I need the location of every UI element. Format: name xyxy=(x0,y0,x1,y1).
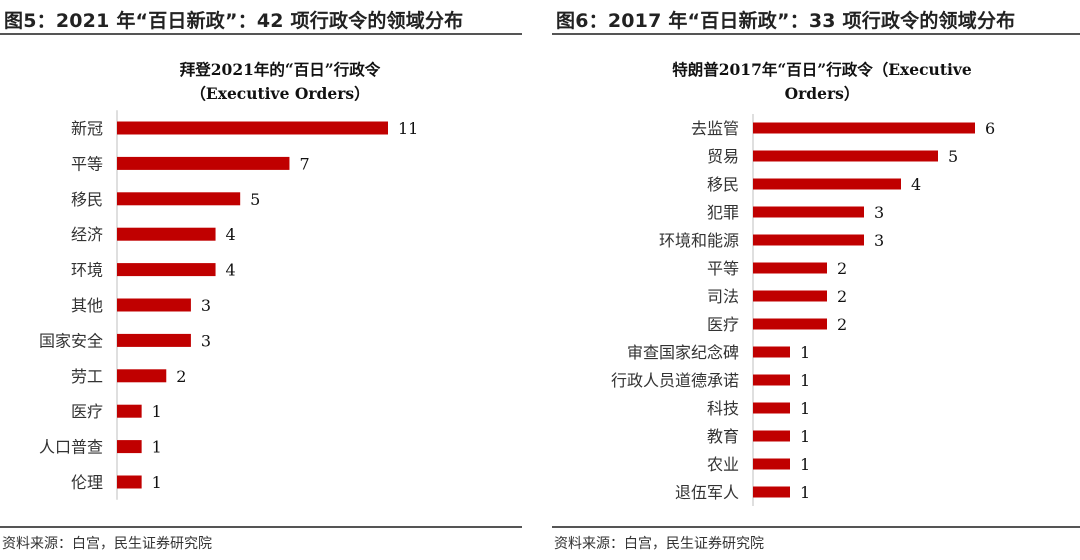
category-label: 环境 xyxy=(71,261,103,280)
category-label: 移民 xyxy=(707,175,739,194)
bar xyxy=(117,192,241,206)
bar xyxy=(753,206,864,218)
category-label: 去监管 xyxy=(691,119,739,138)
bar xyxy=(753,458,790,470)
bottom-rule xyxy=(552,526,1080,528)
category-label: 医疗 xyxy=(707,315,739,334)
data-label: 1 xyxy=(152,473,162,492)
source-note: 资料来源：白宫，民生证券研究院 xyxy=(2,536,212,552)
category-label: 退伍军人 xyxy=(675,483,739,502)
chart-title-line-2: （Executive Orders） xyxy=(190,84,370,103)
category-label: 国家安全 xyxy=(39,331,103,350)
bar xyxy=(753,402,790,414)
category-label: 经济 xyxy=(71,225,103,244)
biden-bar-chart: 新冠 11 平等 7 移民 5 经济 4 环境 4 其他 3 国家安全 3 劳工 2 医疗 1 人口普查 1 伦理 1 xyxy=(39,110,418,500)
bar xyxy=(117,333,191,347)
category-label: 犯罪 xyxy=(707,203,739,222)
figure-title: 图6：2017 年“百日新政”：33 项行政令的领域分布 xyxy=(556,10,1016,32)
category-label: 伦理 xyxy=(71,473,103,492)
bar xyxy=(117,121,388,135)
data-label: 1 xyxy=(800,399,810,418)
bar xyxy=(753,430,790,442)
data-label: 3 xyxy=(874,203,884,222)
chart-title: 特朗普2017年“百日”行政令（Executive Orders） xyxy=(612,58,1032,106)
chart-title-line-1: 特朗普2017年“百日”行政令（Executive xyxy=(672,60,972,79)
data-label: 2 xyxy=(837,287,847,306)
data-label: 3 xyxy=(874,231,884,250)
bar xyxy=(117,440,142,454)
data-label: 1 xyxy=(800,483,810,502)
bar xyxy=(117,227,216,241)
bar xyxy=(753,346,790,358)
bar xyxy=(117,369,167,383)
category-label: 新冠 xyxy=(71,119,103,138)
right-figure-panel: 图6：2017 年“百日新政”：33 项行政令的领域分布 特朗普2017年“百日… xyxy=(552,0,1080,560)
figure-title: 图5：2021 年“百日新政”：42 项行政令的领域分布 xyxy=(4,10,464,32)
chart-title-line-2: Orders） xyxy=(784,84,860,103)
source-note: 资料来源：白宫，民生证券研究院 xyxy=(554,536,764,552)
bar xyxy=(117,404,142,418)
data-label: 1 xyxy=(152,402,162,421)
bar xyxy=(753,290,827,302)
category-label: 教育 xyxy=(707,427,739,446)
category-label: 科技 xyxy=(707,399,739,418)
bar xyxy=(753,486,790,498)
data-label: 1 xyxy=(800,427,810,446)
data-label: 1 xyxy=(800,455,810,474)
category-label: 农业 xyxy=(707,455,739,474)
bar xyxy=(753,234,864,246)
data-label: 7 xyxy=(299,154,309,173)
data-label: 6 xyxy=(985,119,995,138)
category-label: 贸易 xyxy=(707,147,739,166)
data-label: 3 xyxy=(201,331,211,350)
category-label: 平等 xyxy=(707,259,739,278)
trump-bar-chart: 去监管 6 贸易 5 移民 4 犯罪 3 环境和能源 3 平等 2 司法 2 医疗 2 审查国家纪念碑 1 行政人员… xyxy=(611,114,995,506)
bar xyxy=(753,318,827,330)
data-label: 5 xyxy=(948,147,958,166)
bar xyxy=(117,156,290,170)
bar xyxy=(753,374,790,386)
chart-title-line-1: 拜登2021年的“百日”行政令 xyxy=(179,60,381,79)
bar xyxy=(753,178,901,190)
data-label: 4 xyxy=(911,175,921,194)
left-figure-panel: 图5：2021 年“百日新政”：42 项行政令的领域分布 拜登2021年的“百日… xyxy=(0,0,522,560)
category-label: 环境和能源 xyxy=(659,231,739,250)
category-label: 医疗 xyxy=(71,402,103,421)
data-label: 2 xyxy=(837,315,847,334)
chart-title: 拜登2021年的“百日”行政令 （Executive Orders） xyxy=(100,58,460,106)
category-label: 审查国家纪念碑 xyxy=(627,343,739,362)
category-label: 移民 xyxy=(71,190,103,209)
bar xyxy=(117,475,142,489)
bar xyxy=(117,298,191,312)
data-label: 1 xyxy=(800,371,810,390)
category-label: 平等 xyxy=(71,154,103,173)
category-label: 行政人员道德承诺 xyxy=(611,371,739,390)
top-rule xyxy=(0,33,522,35)
data-label: 4 xyxy=(226,261,236,280)
bottom-rule xyxy=(0,526,522,528)
data-label: 1 xyxy=(800,343,810,362)
bar xyxy=(753,122,975,134)
bar xyxy=(753,262,827,274)
bar xyxy=(117,263,216,277)
data-label: 1 xyxy=(152,438,162,457)
data-label: 4 xyxy=(226,225,236,244)
data-label: 5 xyxy=(250,190,260,209)
data-label: 3 xyxy=(201,296,211,315)
category-label: 司法 xyxy=(707,287,739,306)
data-label: 2 xyxy=(837,259,847,278)
data-label: 11 xyxy=(398,119,418,138)
category-label: 其他 xyxy=(71,296,103,315)
category-label: 劳工 xyxy=(71,367,103,386)
top-rule xyxy=(552,33,1080,35)
data-label: 2 xyxy=(176,367,186,386)
category-label: 人口普查 xyxy=(39,438,103,457)
bar xyxy=(753,150,938,162)
